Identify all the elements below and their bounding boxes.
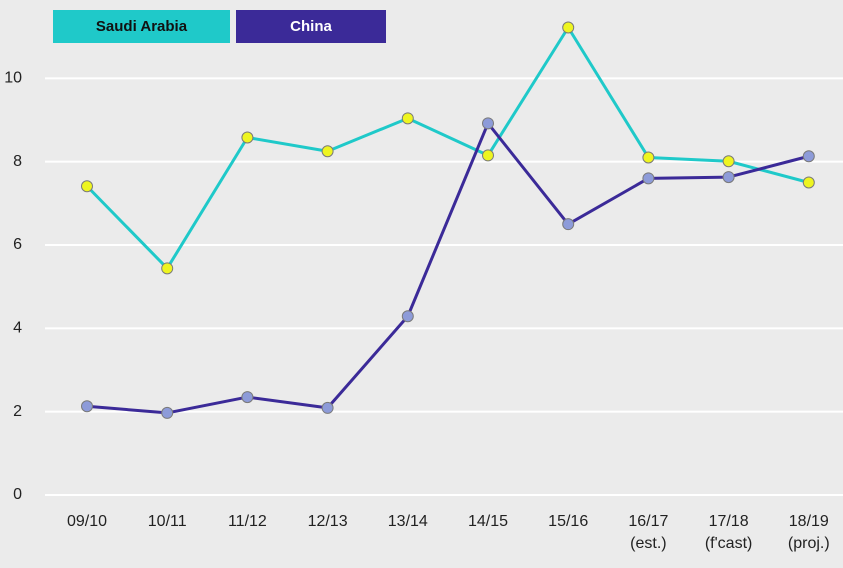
- data-point: [81, 180, 93, 193]
- y-tick-label: 10: [4, 70, 22, 87]
- data-point: [401, 310, 414, 323]
- legend-swatch: [53, 10, 230, 43]
- x-tick-label: 17/18 (f'cast): [705, 513, 753, 552]
- data-point: [722, 155, 735, 168]
- data-point: [321, 401, 334, 414]
- y-tick-label: 8: [13, 153, 22, 170]
- legend-swatch: [236, 10, 386, 43]
- x-tick-label: 18/19 (proj.): [788, 513, 830, 552]
- data-point: [81, 400, 93, 413]
- data-point: [321, 145, 334, 158]
- legend-label: Saudi Arabia: [96, 18, 188, 35]
- data-point: [642, 172, 655, 185]
- data-point: [241, 391, 254, 404]
- x-tick-label: 16/17 (est.): [628, 513, 668, 552]
- x-tick-label: 12/13: [308, 513, 348, 530]
- x-tick-label: 15/16: [548, 513, 588, 530]
- y-tick-label: 4: [13, 320, 22, 337]
- data-point: [802, 150, 815, 163]
- data-point: [401, 112, 414, 125]
- y-tick-label: 12: [4, 0, 22, 3]
- series-line: [86, 121, 810, 415]
- data-point: [482, 117, 494, 130]
- data-point: [802, 176, 815, 189]
- y-tick-label: 2: [13, 403, 22, 420]
- data-point: [562, 218, 575, 231]
- data-point: [562, 21, 575, 34]
- y-tick-label: 0: [13, 486, 22, 503]
- x-tick-label: 13/14: [388, 513, 428, 530]
- x-tick-label: 14/15: [468, 513, 508, 530]
- data-point: [722, 171, 735, 184]
- x-tick-label: 11/12: [228, 513, 267, 530]
- data-point: [241, 131, 254, 144]
- data-point: [161, 406, 174, 419]
- x-tick-label: 09/10: [67, 513, 107, 530]
- data-point: [161, 262, 174, 275]
- x-tick-label: 10/11: [148, 513, 187, 530]
- legend-label: China: [290, 18, 332, 35]
- y-tick-label: 6: [13, 236, 22, 253]
- series-line: [85, 26, 810, 270]
- data-point: [642, 151, 655, 164]
- data-point: [482, 149, 494, 162]
